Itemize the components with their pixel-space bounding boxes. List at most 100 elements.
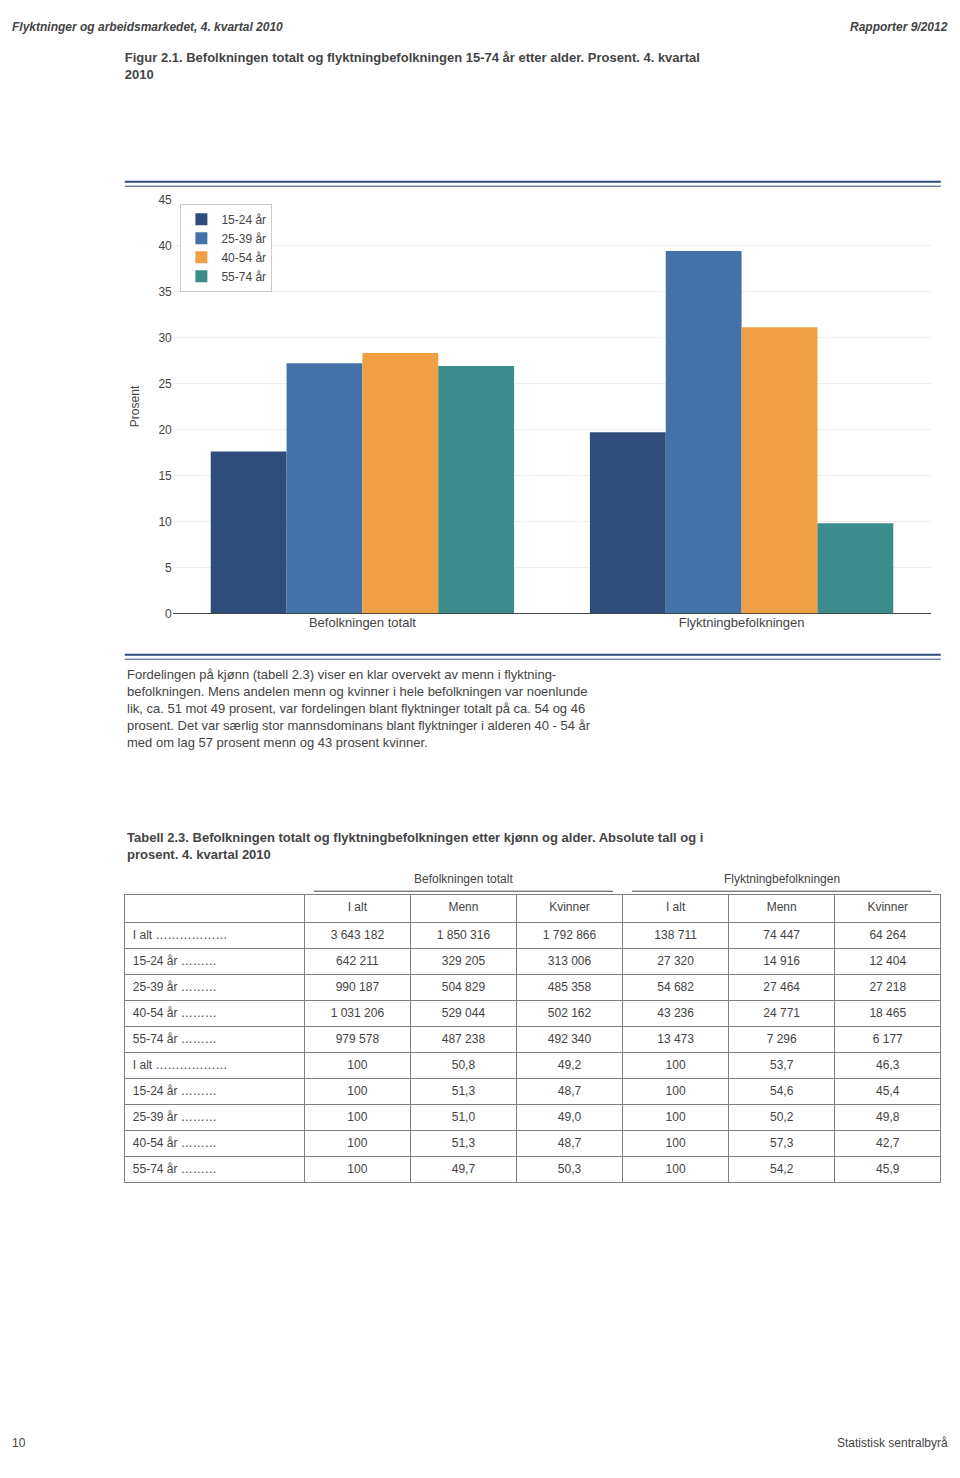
svg-text:Flyktninger og arbeidsmarkedet: Flyktninger og arbeidsmarkedet, 4. kvart… — [12, 20, 283, 34]
svg-text:Flyktningbefolkningen: Flyktningbefolkningen — [679, 615, 805, 630]
svg-text:100: 100 — [666, 1136, 686, 1150]
svg-text:50,3: 50,3 — [558, 1162, 582, 1176]
svg-text:27 320: 27 320 — [657, 954, 694, 968]
svg-text:27 218: 27 218 — [869, 980, 906, 994]
svg-text:45,4: 45,4 — [876, 1084, 900, 1098]
svg-text:64 264: 64 264 — [869, 928, 906, 942]
svg-text:Prosent: Prosent — [128, 385, 142, 427]
svg-text:53,7: 53,7 — [770, 1058, 794, 1072]
svg-text:49,0: 49,0 — [558, 1110, 582, 1124]
svg-text:40-54 år ………: 40-54 år ……… — [133, 1136, 217, 1150]
svg-text:48,7: 48,7 — [558, 1136, 582, 1150]
svg-text:Kvinner: Kvinner — [867, 900, 908, 914]
svg-text:43 236: 43 236 — [657, 1006, 694, 1020]
svg-text:13 473: 13 473 — [657, 1032, 694, 1046]
svg-text:18 465: 18 465 — [869, 1006, 906, 1020]
svg-text:55-74 år ………: 55-74 år ……… — [133, 1162, 217, 1176]
svg-text:10: 10 — [12, 1436, 26, 1450]
svg-text:46,3: 46,3 — [876, 1058, 900, 1072]
svg-text:Tabell 2.3. Befolkningen total: Tabell 2.3. Befolkningen totalt og flykt… — [127, 830, 703, 862]
svg-text:100: 100 — [347, 1058, 367, 1072]
svg-text:25: 25 — [158, 377, 172, 391]
svg-text:1 792 866: 1 792 866 — [543, 928, 597, 942]
svg-text:40-54 år ………: 40-54 år ……… — [133, 1006, 217, 1020]
svg-text:100: 100 — [347, 1162, 367, 1176]
svg-text:100: 100 — [666, 1162, 686, 1176]
svg-text:54,2: 54,2 — [770, 1162, 794, 1176]
svg-text:25-39 år ………: 25-39 år ……… — [133, 980, 217, 994]
svg-text:138 711: 138 711 — [654, 928, 697, 942]
svg-text:25-39 år: 25-39 år — [221, 232, 266, 246]
svg-text:10: 10 — [158, 515, 172, 529]
svg-text:15: 15 — [158, 469, 172, 483]
svg-text:5: 5 — [165, 561, 172, 575]
svg-text:100: 100 — [347, 1136, 367, 1150]
svg-text:1 850 316: 1 850 316 — [437, 928, 491, 942]
svg-text:Befolkningen totalt: Befolkningen totalt — [414, 872, 513, 886]
svg-text:57,3: 57,3 — [770, 1136, 794, 1150]
svg-text:12 404: 12 404 — [869, 954, 906, 968]
svg-text:20: 20 — [158, 423, 172, 437]
svg-text:25-39 år ………: 25-39 år ……… — [133, 1110, 217, 1124]
svg-text:Befolkningen totalt: Befolkningen totalt — [309, 615, 416, 630]
svg-text:54 682: 54 682 — [657, 980, 694, 994]
svg-text:15-24 år ………: 15-24 år ……… — [133, 1084, 217, 1098]
svg-text:45: 45 — [158, 193, 172, 207]
svg-text:7 296: 7 296 — [767, 1032, 797, 1046]
svg-text:329 205: 329 205 — [442, 954, 486, 968]
svg-text:40-54 år: 40-54 år — [221, 251, 266, 265]
svg-text:48,7: 48,7 — [558, 1084, 582, 1098]
svg-text:Kvinner: Kvinner — [549, 900, 590, 914]
svg-text:40: 40 — [158, 239, 172, 253]
svg-text:51,3: 51,3 — [452, 1136, 476, 1150]
svg-text:504 829: 504 829 — [442, 980, 486, 994]
svg-text:I alt: I alt — [666, 900, 686, 914]
svg-text:492 340: 492 340 — [548, 1032, 592, 1046]
svg-text:Menn: Menn — [448, 900, 478, 914]
svg-text:502 162: 502 162 — [548, 1006, 592, 1020]
svg-text:55-74 år ………: 55-74 år ……… — [133, 1032, 217, 1046]
svg-text:14 916: 14 916 — [763, 954, 800, 968]
svg-text:15-24 år: 15-24 år — [221, 213, 266, 227]
svg-text:100: 100 — [347, 1110, 367, 1124]
svg-text:51,3: 51,3 — [452, 1084, 476, 1098]
svg-text:Rapporter 9/2012: Rapporter 9/2012 — [850, 20, 948, 34]
svg-text:49,8: 49,8 — [876, 1110, 900, 1124]
svg-text:1 031 206: 1 031 206 — [331, 1006, 385, 1020]
svg-text:Menn: Menn — [767, 900, 797, 914]
svg-text:0: 0 — [165, 607, 172, 621]
svg-text:30: 30 — [158, 331, 172, 345]
svg-text:Statistisk sentralbyrå: Statistisk sentralbyrå — [837, 1436, 948, 1450]
svg-text:45,9: 45,9 — [876, 1162, 900, 1176]
svg-text:100: 100 — [666, 1110, 686, 1124]
svg-text:313 006: 313 006 — [548, 954, 592, 968]
svg-text:74 447: 74 447 — [763, 928, 800, 942]
svg-text:42,7: 42,7 — [876, 1136, 900, 1150]
svg-text:100: 100 — [347, 1084, 367, 1098]
svg-text:I alt: I alt — [348, 900, 368, 914]
svg-text:27 464: 27 464 — [763, 980, 800, 994]
svg-text:100: 100 — [666, 1058, 686, 1072]
svg-text:487 238: 487 238 — [442, 1032, 486, 1046]
svg-text:49,2: 49,2 — [558, 1058, 582, 1072]
svg-text:485 358: 485 358 — [548, 980, 592, 994]
svg-text:54,6: 54,6 — [770, 1084, 794, 1098]
svg-text:51,0: 51,0 — [452, 1110, 476, 1124]
svg-text:3 643 182: 3 643 182 — [331, 928, 385, 942]
svg-text:49,7: 49,7 — [452, 1162, 476, 1176]
svg-text:990 187: 990 187 — [336, 980, 380, 994]
svg-text:50,8: 50,8 — [452, 1058, 476, 1072]
svg-text:642 211: 642 211 — [336, 954, 379, 968]
svg-text:979 578: 979 578 — [336, 1032, 380, 1046]
svg-text:Figur 2.1. Befolkningen totalt: Figur 2.1. Befolkningen totalt og flyktn… — [125, 50, 700, 82]
svg-text:24 771: 24 771 — [763, 1006, 800, 1020]
svg-text:55-74 år: 55-74 år — [221, 270, 266, 284]
svg-text:15-24 år ………: 15-24 år ……… — [133, 954, 217, 968]
svg-text:529 044: 529 044 — [442, 1006, 486, 1020]
svg-text:I alt ………………: I alt ……………… — [133, 928, 228, 942]
svg-text:6 177: 6 177 — [873, 1032, 903, 1046]
svg-text:I alt ………………: I alt ……………… — [133, 1058, 228, 1072]
svg-text:35: 35 — [158, 285, 172, 299]
svg-text:100: 100 — [666, 1084, 686, 1098]
svg-text:Flyktningbefolkningen: Flyktningbefolkningen — [724, 872, 840, 886]
